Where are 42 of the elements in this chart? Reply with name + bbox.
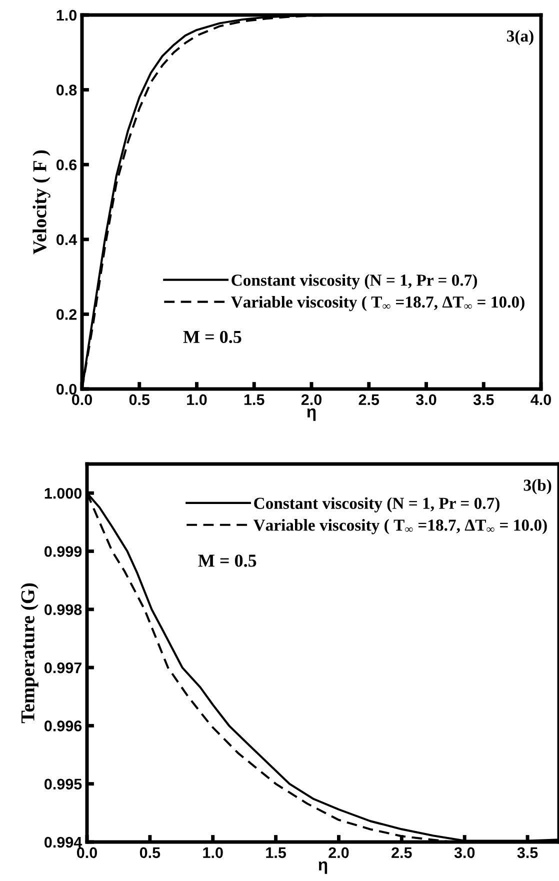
x-tick-label: 0.0 [72, 394, 92, 406]
legend-label: Variable viscosity ( T$_{∞}$ =18.7, ΔT$_{∞}$ = 10.0) [253, 519, 547, 534]
x-tick-label: 4.0 [530, 394, 551, 406]
y-tick-label: 0.999 [44, 546, 82, 557]
y-tick-label: 0.995 [44, 778, 82, 790]
x-tick-label: 0.5 [129, 394, 150, 406]
x-tick-label: 3.5 [517, 847, 538, 858]
annotation: M = 0.5 [183, 330, 242, 344]
x-axis-title: η [318, 861, 328, 874]
x-tick-label: 1.0 [203, 847, 223, 858]
x-tick-label: 0.5 [140, 847, 160, 858]
annotation: 3(a) [506, 30, 534, 46]
x-tick-label: 1.0 [187, 394, 207, 406]
y-tick-label: 0.4 [56, 234, 78, 246]
legend-label: Constant viscosity (N = 1, Pr = 0.7) [232, 274, 478, 290]
annotation: 3(b) [524, 479, 552, 494]
y-tick-label: 0.998 [44, 604, 82, 616]
x-tick-label: 3.5 [473, 394, 494, 406]
x-tick-label: 3.0 [454, 847, 475, 858]
x-tick-label: 2.0 [301, 394, 322, 406]
x-tick-label: 1.5 [266, 847, 286, 858]
y-tick-label: 1.000 [44, 488, 82, 499]
y-tick-label: 0.997 [44, 662, 82, 674]
y-tick-label: 0.2 [56, 309, 77, 320]
x-tick-label: 1.5 [244, 394, 264, 406]
y-tick-label: 0.8 [56, 84, 77, 96]
annotation: M = 0.5 [198, 554, 256, 567]
legend-label: Variable viscosity ( T$_{∞}$ =18.7, ΔT$_{∞}$ = 10.0) [231, 296, 524, 312]
y-tick-label: 0.996 [44, 720, 82, 732]
y-tick-label: 0.6 [56, 159, 77, 170]
y-axis-title: Temperature (G) [20, 583, 38, 724]
x-tick-label: 2.5 [358, 394, 380, 406]
legend-label: Constant viscosity (N = 1, Pr = 0.7) [254, 497, 500, 512]
x-tick-label: 2.0 [328, 847, 349, 858]
x-tick-label: 2.5 [392, 847, 412, 858]
x-tick-label: 0.0 [76, 847, 97, 858]
x-tick-label: 3.0 [416, 394, 436, 406]
x-axis-title: η [307, 408, 316, 421]
y-tick-label: 0.994 [44, 836, 82, 848]
y-tick-label: 0.0 [56, 384, 77, 395]
y-axis-title: Velocity ( F ) [32, 150, 50, 254]
y-tick-label: 1.0 [56, 10, 77, 21]
